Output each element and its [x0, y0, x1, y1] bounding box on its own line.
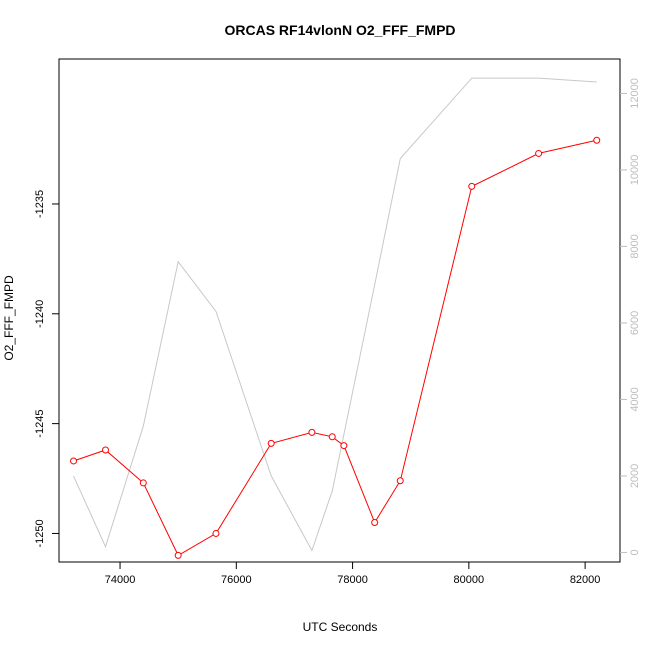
data-point [70, 457, 78, 465]
y-tick-label: -1245 [34, 410, 46, 438]
data-point [267, 439, 275, 447]
y-tick-label: -1240 [34, 300, 46, 328]
plot-frame [58, 58, 621, 563]
data-point [102, 446, 110, 454]
chart-title: ORCAS RF14vlonN O2_FFF_FMPD [224, 22, 455, 38]
data-point [308, 428, 316, 436]
data-point [535, 149, 543, 157]
y2-tick-label: 6000 [629, 311, 641, 335]
y-axis-label: O2_FFF_FMPD [2, 275, 16, 361]
data-point [468, 182, 476, 190]
y2-tick-label: 0 [629, 549, 641, 555]
data-point [396, 477, 404, 485]
y2-tick-label: 2000 [629, 464, 641, 488]
y-axis-right: 0 2000 4000 6000 8000 10000 12000 [620, 78, 641, 555]
y-tick-label: -1250 [34, 519, 46, 547]
x-tick-label: 82000 [570, 574, 601, 586]
y2-tick-label: 12000 [629, 78, 641, 109]
data-point [371, 518, 379, 526]
y-tick-label: -1235 [34, 190, 46, 218]
data-point [593, 136, 601, 144]
x-tick-label: 80000 [454, 574, 485, 586]
series-line-secondary [73, 77, 597, 552]
data-point [139, 479, 147, 487]
y2-tick-label: 4000 [629, 387, 641, 411]
x-tick-label: 74000 [105, 574, 136, 586]
y2-tick-label: 10000 [629, 155, 641, 186]
y2-tick-label: 8000 [629, 234, 641, 258]
data-point [212, 529, 220, 537]
x-tick-label: 76000 [221, 574, 252, 586]
data-point [340, 442, 348, 450]
data-point [174, 551, 182, 559]
data-point [328, 433, 336, 441]
x-axis-label: UTC Seconds [303, 620, 378, 634]
series-layer [70, 77, 601, 559]
x-axis: 74000 76000 78000 80000 82000 [105, 562, 601, 586]
series-line-primary [73, 139, 597, 557]
x-tick-label: 78000 [337, 574, 368, 586]
y-axis-left: -1235 -1240 -1245 -1250 [34, 190, 59, 548]
